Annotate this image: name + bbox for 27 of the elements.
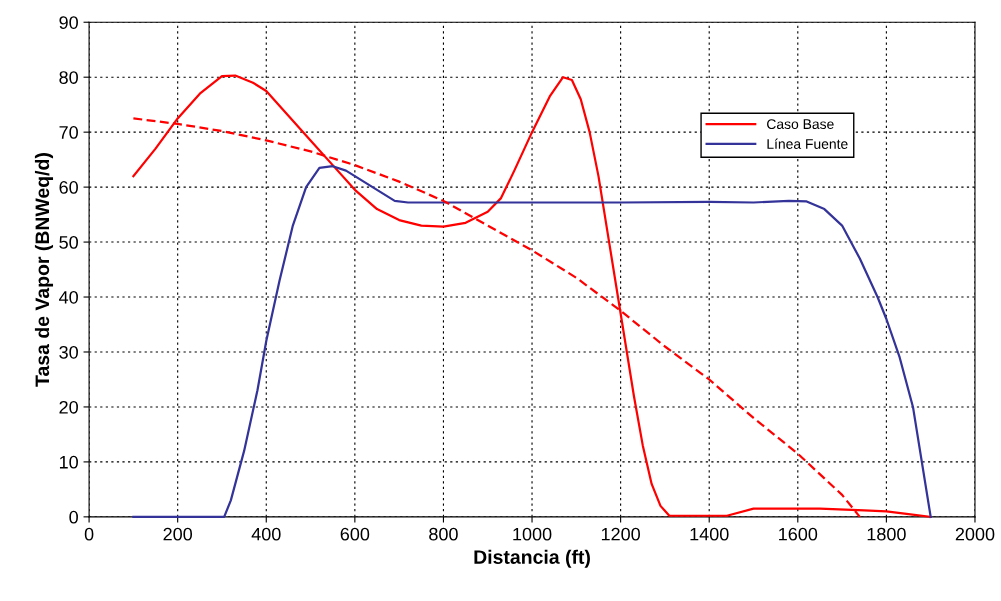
line-series <box>132 165 932 518</box>
x-tick-label: 0 <box>84 527 94 541</box>
x-tick-label: 1800 <box>867 527 906 541</box>
x-tick-label: 2000 <box>955 527 995 541</box>
y-tick-label: 90 <box>59 16 78 29</box>
legend-label: Caso Base <box>767 119 834 130</box>
x-tick-label: 1000 <box>513 527 552 541</box>
y-tick-label: 10 <box>59 455 78 469</box>
y-tick-label: 0 <box>69 510 78 524</box>
y-tick-label: 50 <box>59 236 78 249</box>
y-tick-label: 30 <box>59 345 78 359</box>
line-series <box>132 74 932 518</box>
legend-label: Línea Fuente <box>767 138 848 149</box>
x-tick-label: 800 <box>429 527 458 541</box>
x-tick-label: 1600 <box>779 527 818 541</box>
y-tick-label: 80 <box>59 71 78 84</box>
x-tick-label: 1400 <box>690 527 729 541</box>
y-tick-label: 70 <box>59 126 78 139</box>
x-tick-label: 1200 <box>601 527 640 541</box>
y-axis-title: Tasa de Vapor (BNWeq/d) <box>34 153 54 387</box>
x-tick-label: 200 <box>163 527 193 541</box>
x-tick-label: 600 <box>340 527 370 541</box>
x-axis-title: Distancia (ft) <box>474 549 590 568</box>
y-tick-label: 60 <box>59 181 78 194</box>
y-tick-label: 20 <box>59 400 78 414</box>
x-tick-label: 400 <box>251 527 281 541</box>
y-tick-label: 40 <box>59 290 78 304</box>
